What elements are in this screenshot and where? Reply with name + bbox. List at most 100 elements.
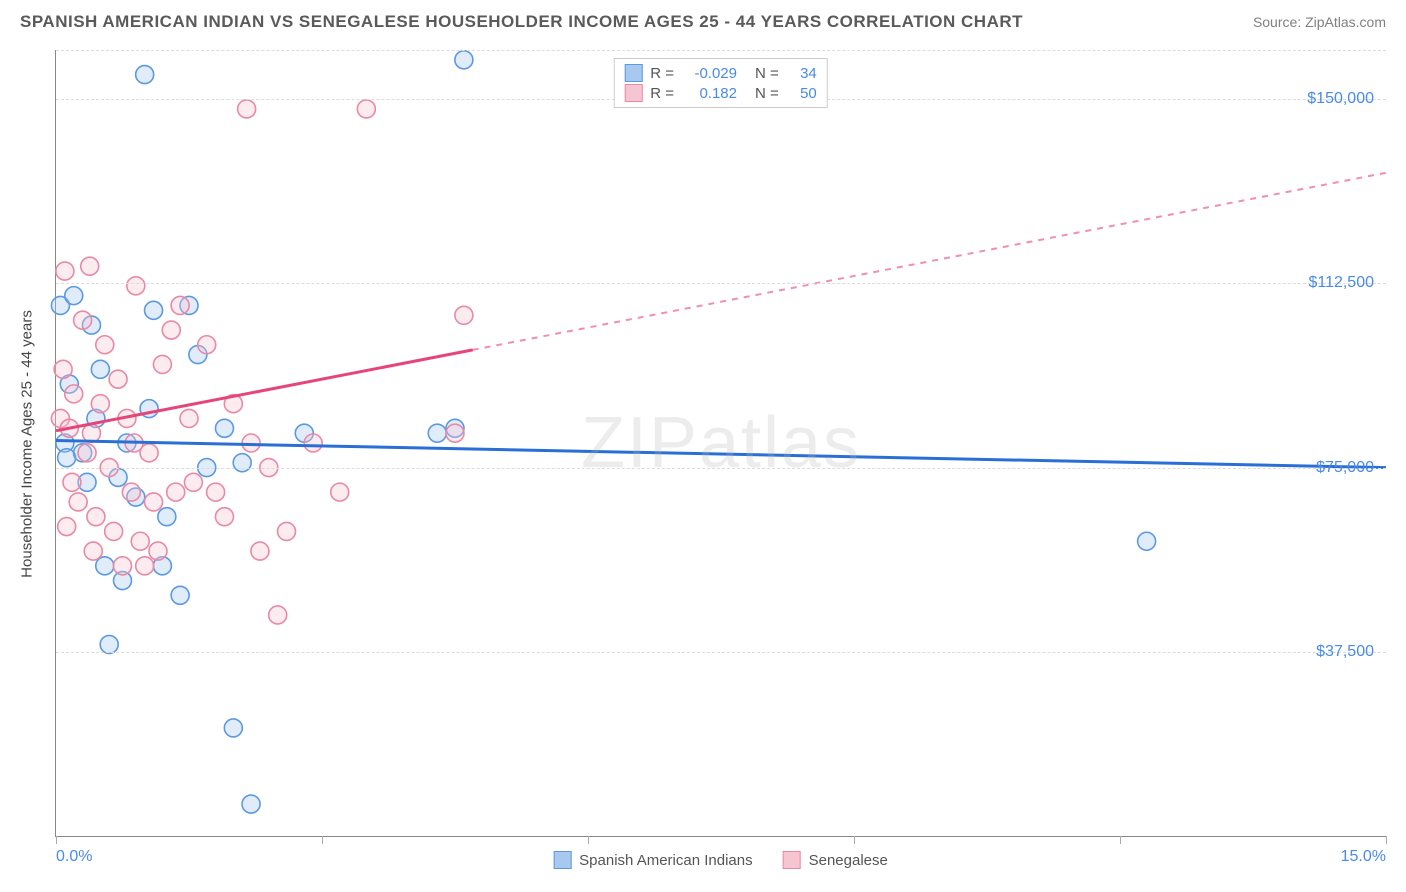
x-tick bbox=[1120, 836, 1121, 844]
scatter-point bbox=[63, 473, 81, 491]
n-value: 50 bbox=[787, 85, 817, 102]
x-tick bbox=[1386, 836, 1387, 844]
scatter-point bbox=[331, 483, 349, 501]
legend-stat-row: R = 0.182 N = 50 bbox=[624, 83, 817, 103]
scatter-point bbox=[145, 301, 163, 319]
scatter-point bbox=[78, 444, 96, 462]
scatter-point bbox=[105, 522, 123, 540]
source-attribution: Source: ZipAtlas.com bbox=[1253, 14, 1386, 30]
plot-area: ZIPatlas $37,500$75,000$112,500$150,0000… bbox=[55, 50, 1386, 837]
regression-line-extrapolated bbox=[473, 173, 1386, 350]
r-value: 0.182 bbox=[682, 85, 737, 102]
scatter-point bbox=[455, 51, 473, 69]
chart-title: SPANISH AMERICAN INDIAN VS SENEGALESE HO… bbox=[20, 12, 1023, 32]
scatter-point bbox=[109, 370, 127, 388]
scatter-point bbox=[65, 287, 83, 305]
scatter-point bbox=[136, 66, 154, 84]
scatter-point bbox=[207, 483, 225, 501]
legend-item: Senegalese bbox=[783, 851, 888, 869]
scatter-point bbox=[1138, 532, 1156, 550]
scatter-point bbox=[96, 557, 114, 575]
correlation-legend: R = -0.029 N = 34 R = 0.182 N = 50 bbox=[613, 58, 828, 108]
series-legend: Spanish American Indians Senegalese bbox=[553, 851, 888, 869]
gridline bbox=[56, 652, 1386, 653]
scatter-point bbox=[180, 409, 198, 427]
scatter-point bbox=[171, 296, 189, 314]
scatter-point bbox=[224, 719, 242, 737]
gridline bbox=[56, 50, 1386, 51]
x-tick bbox=[854, 836, 855, 844]
x-tick bbox=[588, 836, 589, 844]
y-tick-label: $150,000 bbox=[1307, 90, 1374, 108]
scatter-point bbox=[114, 557, 132, 575]
r-label: R = bbox=[650, 85, 674, 102]
scatter-point bbox=[446, 424, 464, 442]
n-value: 34 bbox=[787, 65, 817, 82]
legend-label: Spanish American Indians bbox=[579, 852, 752, 869]
regression-line bbox=[56, 350, 473, 431]
scatter-point bbox=[69, 493, 87, 511]
scatter-point bbox=[145, 493, 163, 511]
scatter-point bbox=[278, 522, 296, 540]
scatter-point bbox=[215, 508, 233, 526]
n-label: N = bbox=[755, 65, 779, 82]
scatter-point bbox=[171, 586, 189, 604]
scatter-point bbox=[136, 557, 154, 575]
scatter-point bbox=[149, 542, 167, 560]
scatter-point bbox=[84, 542, 102, 560]
legend-swatch bbox=[624, 84, 642, 102]
r-label: R = bbox=[650, 65, 674, 82]
y-tick-label: $75,000 bbox=[1316, 459, 1374, 477]
legend-label: Senegalese bbox=[809, 852, 888, 869]
y-axis-title: Householder Income Ages 25 - 44 years bbox=[19, 310, 36, 578]
legend-swatch bbox=[553, 851, 571, 869]
scatter-point bbox=[198, 336, 216, 354]
scatter-point bbox=[233, 454, 251, 472]
scatter-point bbox=[100, 635, 118, 653]
x-tick-label: 0.0% bbox=[56, 848, 92, 866]
legend-swatch bbox=[624, 64, 642, 82]
scatter-point bbox=[251, 542, 269, 560]
scatter-point bbox=[96, 336, 114, 354]
scatter-point bbox=[238, 100, 256, 118]
scatter-point bbox=[81, 257, 99, 275]
scatter-point bbox=[91, 395, 109, 413]
scatter-point bbox=[184, 473, 202, 491]
scatter-plot-svg bbox=[56, 50, 1386, 836]
n-label: N = bbox=[755, 85, 779, 102]
scatter-point bbox=[167, 483, 185, 501]
scatter-point bbox=[58, 518, 76, 536]
scatter-point bbox=[455, 306, 473, 324]
legend-item: Spanish American Indians bbox=[553, 851, 752, 869]
gridline bbox=[56, 468, 1386, 469]
scatter-point bbox=[215, 419, 233, 437]
scatter-point bbox=[56, 262, 74, 280]
scatter-point bbox=[357, 100, 375, 118]
scatter-point bbox=[153, 355, 171, 373]
y-tick-label: $112,500 bbox=[1308, 274, 1374, 292]
regression-line bbox=[56, 441, 1386, 468]
chart-container: ZIPatlas $37,500$75,000$112,500$150,0000… bbox=[55, 50, 1386, 837]
gridline bbox=[56, 283, 1386, 284]
x-tick bbox=[56, 836, 57, 844]
scatter-point bbox=[162, 321, 180, 339]
scatter-point bbox=[158, 508, 176, 526]
x-tick bbox=[322, 836, 323, 844]
scatter-point bbox=[304, 434, 322, 452]
scatter-point bbox=[127, 277, 145, 295]
scatter-point bbox=[87, 508, 105, 526]
r-value: -0.029 bbox=[682, 65, 737, 82]
scatter-point bbox=[122, 483, 140, 501]
scatter-point bbox=[428, 424, 446, 442]
scatter-point bbox=[74, 311, 92, 329]
scatter-point bbox=[54, 360, 72, 378]
legend-stat-row: R = -0.029 N = 34 bbox=[624, 63, 817, 83]
scatter-point bbox=[131, 532, 149, 550]
scatter-point bbox=[82, 424, 100, 442]
x-tick-label: 15.0% bbox=[1341, 848, 1386, 866]
scatter-point bbox=[91, 360, 109, 378]
scatter-point bbox=[65, 385, 83, 403]
y-tick-label: $37,500 bbox=[1316, 643, 1374, 661]
scatter-point bbox=[269, 606, 287, 624]
legend-swatch bbox=[783, 851, 801, 869]
